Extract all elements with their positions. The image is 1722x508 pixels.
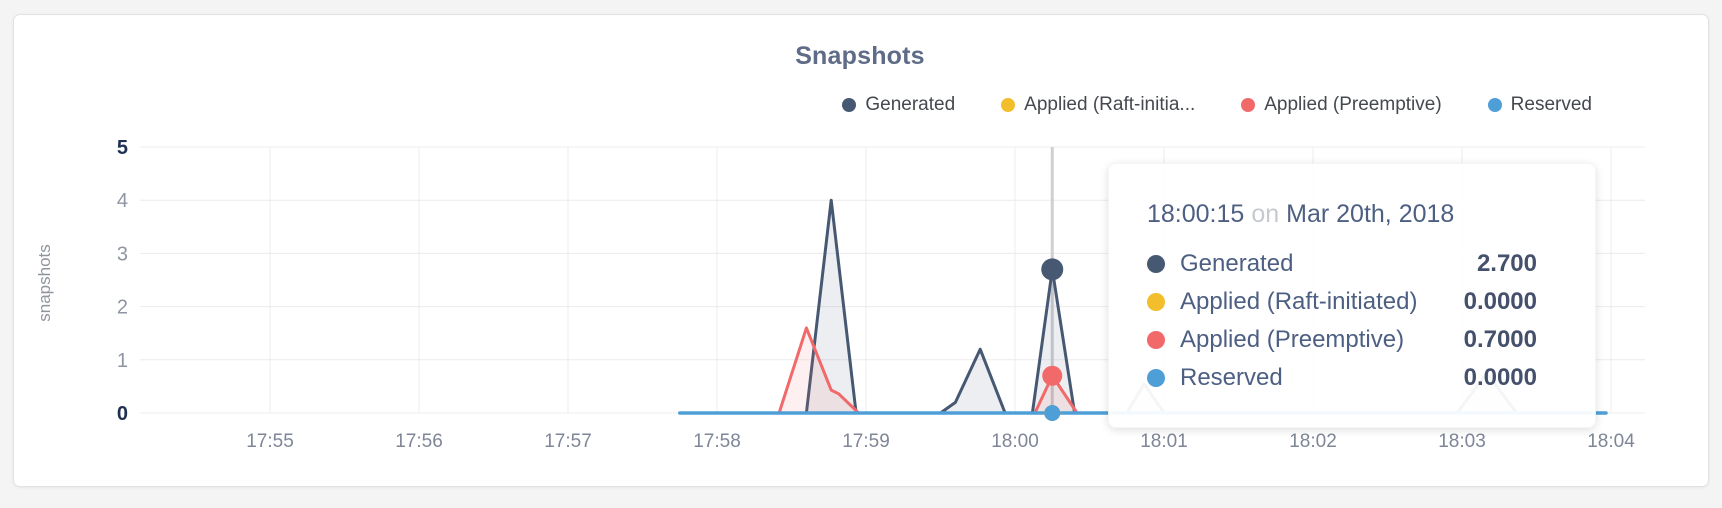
x-axis-tick-label: 18:03 <box>1438 431 1486 452</box>
series-value: 0.0000 <box>1463 288 1537 315</box>
series-label: Reserved <box>1180 364 1283 391</box>
x-axis-tick-label: 18:00 <box>991 431 1039 452</box>
series-value: 2.700 <box>1476 250 1537 277</box>
legend-label: Applied (Raft-initia... <box>1024 94 1196 115</box>
series-label: Applied (Preemptive) <box>1180 326 1405 353</box>
tooltip-on-word: on <box>1251 200 1280 228</box>
series-applied-preemptive-line <box>678 326 1608 415</box>
x-axis-tick-label: 17:56 <box>395 431 443 452</box>
series-value: 0.7000 <box>1463 326 1537 353</box>
legend-item-applied-preemptive[interactable]: Applied (Preemptive) <box>1241 94 1442 116</box>
y-axis-title: snapshots <box>35 244 54 322</box>
legend-swatch-icon <box>1487 98 1502 112</box>
series-label: Applied (Raft-initiated) <box>1180 288 1418 315</box>
legend-item-generated[interactable]: Generated <box>842 94 955 116</box>
series-swatch-icon <box>1147 293 1165 311</box>
chart-hover-tooltip: 18:00:15 on Mar 20th, 2018 Generated 2.700 A… <box>1108 163 1596 428</box>
legend-label: Generated <box>865 94 956 115</box>
legend-label: Reserved <box>1510 94 1592 115</box>
y-axis-tick-label: 4 <box>117 190 128 212</box>
series-label: Generated <box>1180 250 1294 277</box>
hover-dot-reserved <box>1044 405 1061 421</box>
chart-legend: Generated Applied (Raft-initia... Applied … <box>842 94 1592 116</box>
chart-title: Snapshots <box>795 42 925 70</box>
x-axis-tick-label: 17:58 <box>693 431 741 452</box>
tooltip-date: Mar 20th, 2018 <box>1286 200 1455 228</box>
tooltip-rows: Generated 2.700 Applied (Raft-initiated) 0.… <box>1147 245 1537 397</box>
tooltip-row-generated: Generated 2.700 <box>1147 245 1537 283</box>
y-axis-tick-label: 1 <box>117 350 128 372</box>
x-axis-tick-label: 17:59 <box>842 431 890 452</box>
tooltip-row-reserved: Reserved 0.0000 <box>1147 359 1537 397</box>
legend-swatch-icon <box>1241 98 1256 112</box>
legend-swatch-icon <box>1001 98 1016 112</box>
series-swatch-icon <box>1147 255 1165 273</box>
legend-item-reserved[interactable]: Reserved <box>1487 94 1592 116</box>
tooltip-time: 18:00:15 <box>1147 200 1245 228</box>
series-swatch-icon <box>1147 331 1165 349</box>
y-axis-tick-label: 0 <box>117 403 128 425</box>
series-swatch-icon <box>1147 369 1165 387</box>
legend-item-applied-raft-initia[interactable]: Applied (Raft-initia... <box>1001 94 1195 116</box>
x-axis-tick-label: 17:57 <box>544 431 592 452</box>
y-axis-tick-label: 3 <box>117 243 128 265</box>
tooltip-row-applied-preemptive: Applied (Preemptive) 0.7000 <box>1147 321 1537 359</box>
y-axis-tick-label: 2 <box>117 297 128 319</box>
legend-swatch-icon <box>842 98 857 112</box>
legend-label: Applied (Preemptive) <box>1264 94 1442 115</box>
x-axis-tick-label: 18:02 <box>1289 431 1337 452</box>
hover-dot-applied-preemptive <box>1042 365 1063 386</box>
series-value: 0.0000 <box>1463 364 1537 391</box>
x-axis-tick-label: 18:04 <box>1587 431 1635 452</box>
x-axis-tick-label: 18:01 <box>1140 431 1188 452</box>
tooltip-row-applied-raft-initiated: Applied (Raft-initiated) 0.0000 <box>1147 283 1537 321</box>
x-axis-tick-label: 17:55 <box>246 431 294 452</box>
hover-dot-generated <box>1041 258 1064 281</box>
y-axis-tick-label: 5 <box>117 137 128 159</box>
tooltip-header: 18:00:15 on Mar 20th, 2018 <box>1147 200 1537 229</box>
